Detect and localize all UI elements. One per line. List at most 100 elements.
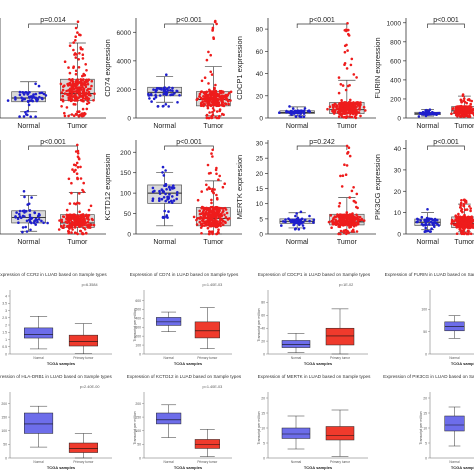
data-point bbox=[302, 115, 306, 119]
data-point bbox=[154, 95, 158, 99]
data-point bbox=[74, 216, 77, 220]
box-iqr bbox=[281, 340, 311, 348]
data-point bbox=[343, 50, 347, 54]
data-point bbox=[302, 221, 305, 224]
data-point bbox=[461, 224, 465, 228]
data-point bbox=[91, 218, 94, 222]
data-point bbox=[67, 66, 70, 69]
data-point bbox=[70, 226, 74, 229]
data-point bbox=[60, 98, 63, 101]
data-point bbox=[21, 230, 24, 234]
data-point bbox=[152, 97, 156, 101]
data-point bbox=[454, 113, 458, 117]
dotplot-panel: 0 10 20 30 40 PIK3CG expression p<0.001 Normal T… bbox=[373, 139, 474, 246]
data-point bbox=[19, 216, 23, 220]
data-point bbox=[77, 92, 81, 96]
data-point bbox=[450, 222, 453, 225]
data-point bbox=[215, 193, 218, 197]
data-point bbox=[214, 168, 218, 172]
data-point bbox=[433, 219, 437, 222]
panel-title: Expression of HLA-DRB1 in LUAD based on … bbox=[0, 374, 112, 379]
data-point bbox=[28, 209, 32, 212]
data-point bbox=[357, 111, 361, 114]
data-point bbox=[345, 211, 349, 214]
data-point bbox=[166, 89, 170, 92]
data-point bbox=[171, 195, 174, 198]
data-point bbox=[211, 187, 214, 191]
p-value-label: p=6.3584 bbox=[82, 283, 98, 287]
data-point bbox=[62, 215, 66, 219]
y-tick-label: 60 bbox=[261, 314, 265, 318]
x-axis-label: TCGA samples bbox=[47, 465, 76, 470]
data-point bbox=[62, 85, 65, 88]
data-point bbox=[207, 93, 210, 97]
data-point bbox=[32, 93, 35, 96]
data-point bbox=[346, 105, 349, 108]
data-point bbox=[350, 115, 354, 119]
data-point bbox=[294, 227, 298, 230]
data-point bbox=[420, 215, 424, 219]
data-point bbox=[429, 230, 433, 233]
data-point bbox=[82, 222, 86, 225]
data-point bbox=[312, 221, 315, 224]
data-point bbox=[24, 225, 28, 229]
data-point bbox=[292, 223, 295, 227]
data-point bbox=[167, 86, 171, 89]
data-point bbox=[352, 186, 355, 189]
data-point bbox=[211, 93, 215, 97]
y-tick-label: 150 bbox=[120, 170, 131, 177]
data-point bbox=[58, 219, 61, 222]
data-point bbox=[362, 219, 366, 222]
y-tick-label: 1.5 bbox=[2, 331, 7, 335]
data-point bbox=[337, 91, 341, 95]
data-point bbox=[83, 228, 87, 231]
x-category-label: Primary tumor bbox=[330, 460, 351, 464]
data-point bbox=[28, 215, 32, 219]
data-point bbox=[163, 209, 166, 213]
box-iqr bbox=[194, 439, 220, 449]
data-point bbox=[337, 115, 341, 118]
data-point bbox=[164, 169, 167, 172]
data-point bbox=[61, 88, 65, 92]
data-point bbox=[172, 199, 176, 202]
data-point bbox=[14, 98, 17, 101]
data-point bbox=[428, 108, 432, 111]
data-point bbox=[432, 223, 436, 227]
data-point bbox=[69, 79, 73, 82]
x-axis-label: TCGA samples bbox=[304, 465, 333, 470]
p-value-label: p<0.001 bbox=[433, 17, 459, 24]
data-point bbox=[433, 112, 436, 115]
data-point bbox=[75, 161, 79, 165]
data-point bbox=[18, 212, 21, 216]
data-point bbox=[76, 87, 80, 90]
data-point bbox=[284, 220, 287, 224]
data-point bbox=[460, 220, 463, 224]
x-category-label: Normal bbox=[153, 123, 176, 130]
y-tick-label: 0 bbox=[259, 116, 263, 123]
y-tick-label: 20 bbox=[256, 93, 264, 100]
data-point bbox=[288, 218, 292, 222]
data-point bbox=[29, 228, 32, 232]
data-point bbox=[209, 205, 213, 209]
data-point bbox=[88, 226, 92, 229]
x-category-label: Normal bbox=[286, 123, 309, 130]
data-point bbox=[74, 103, 77, 106]
data-point bbox=[419, 219, 423, 222]
data-point bbox=[175, 89, 178, 93]
data-point bbox=[74, 56, 78, 59]
data-point bbox=[357, 104, 360, 107]
p-value-label: p<0.001 bbox=[40, 139, 66, 146]
panel-title: Expression of FURIN in LUAD based on Sam… bbox=[385, 272, 474, 277]
data-point bbox=[331, 220, 334, 223]
data-point bbox=[208, 111, 211, 114]
data-point bbox=[340, 99, 343, 102]
data-point bbox=[86, 220, 90, 224]
box-iqr bbox=[68, 442, 98, 453]
significance-bracket bbox=[427, 23, 465, 28]
data-point bbox=[343, 111, 347, 114]
data-point bbox=[74, 26, 78, 30]
data-point bbox=[60, 105, 63, 108]
data-point bbox=[79, 165, 82, 169]
data-point bbox=[348, 154, 352, 158]
